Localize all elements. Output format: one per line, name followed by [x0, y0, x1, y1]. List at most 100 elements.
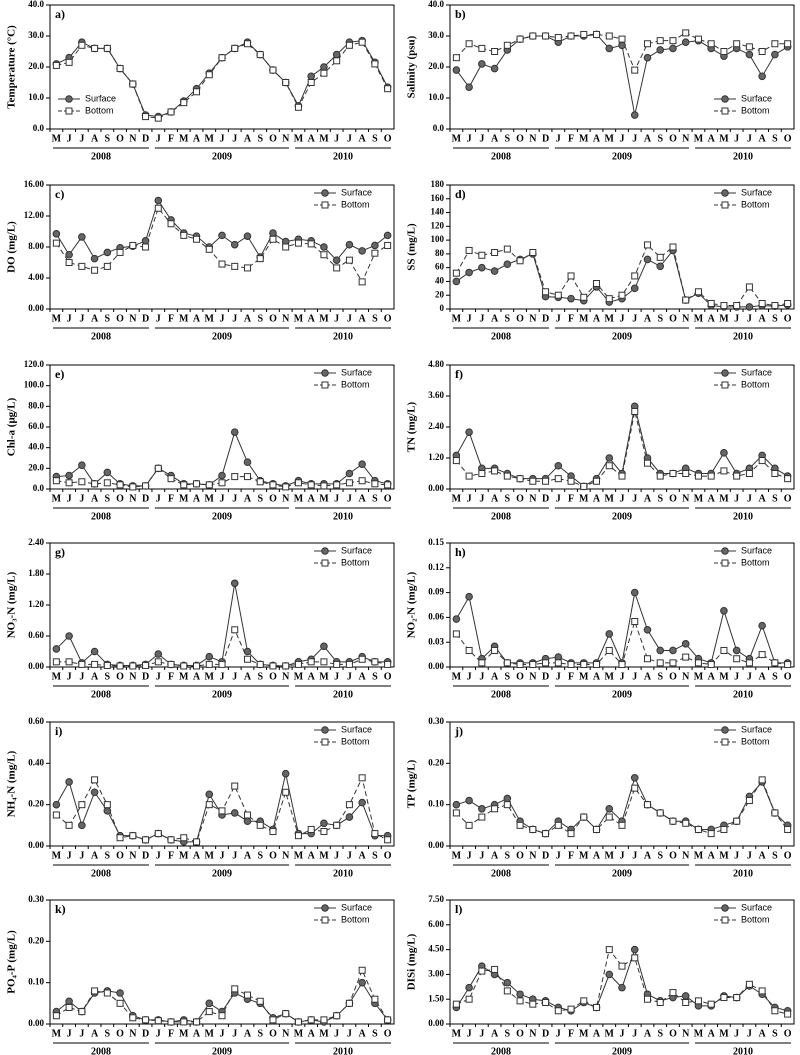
x-tick-label: J — [632, 133, 637, 144]
marker — [180, 662, 188, 670]
marker — [65, 250, 73, 259]
x-tick-label: F — [168, 133, 174, 144]
marker — [180, 481, 188, 489]
marker — [282, 662, 290, 670]
x-tick-label: A — [244, 313, 252, 324]
x-tick-label: O — [784, 850, 792, 861]
marker — [491, 965, 499, 973]
year-label: 2008 — [91, 331, 111, 342]
x-tick-label: N — [129, 850, 137, 861]
x-tick-label: J — [334, 671, 339, 682]
marker — [452, 630, 460, 638]
marker — [384, 660, 392, 668]
x-tick-label: M — [205, 850, 215, 861]
legend-marker — [721, 381, 729, 389]
y-axis-label: PO₄-P (mg/L) — [6, 930, 18, 994]
x-tick-label: J — [334, 493, 339, 504]
x-tick-label: J — [156, 671, 161, 682]
marker — [516, 475, 524, 483]
marker — [231, 985, 239, 993]
x-tick-label: M — [694, 850, 704, 861]
marker — [78, 1008, 86, 1016]
marker — [91, 660, 99, 668]
legend-label: Surface — [741, 724, 772, 734]
marker — [320, 482, 328, 490]
marker — [371, 249, 379, 257]
marker — [52, 239, 60, 247]
marker — [478, 813, 486, 821]
x-tick-label: M — [319, 1028, 329, 1039]
x-tick-label: M — [605, 493, 615, 504]
marker — [193, 662, 201, 670]
y-axis-label: TN (mg/L) — [406, 401, 418, 452]
x-tick-label: S — [657, 850, 663, 861]
y-axis-label: DO (mg/L) — [6, 221, 18, 273]
x-tick-label: A — [359, 133, 367, 144]
marker — [307, 79, 315, 86]
marker — [567, 830, 575, 838]
marker — [180, 834, 188, 842]
y-tick-label: 12.00 — [24, 210, 45, 220]
marker — [707, 830, 715, 838]
marker — [631, 954, 639, 962]
marker — [142, 243, 150, 251]
y-tick-label: 0.10 — [428, 799, 444, 809]
x-tick-label: J — [347, 493, 352, 504]
marker — [205, 660, 213, 668]
marker — [320, 828, 328, 836]
marker — [605, 32, 613, 40]
marker — [358, 774, 366, 782]
marker — [294, 103, 302, 111]
marker — [371, 658, 379, 666]
x-tick-label: O — [784, 671, 792, 682]
marker — [218, 1012, 226, 1020]
marker — [103, 468, 112, 477]
marker — [282, 1010, 290, 1018]
x-tick-label: A — [759, 493, 767, 504]
marker — [167, 1018, 175, 1026]
x-tick-label: J — [67, 1028, 72, 1039]
y-axis-label: SS (mg/L) — [406, 223, 418, 271]
x-tick-label: J — [79, 313, 84, 324]
x-tick-label: M — [605, 850, 615, 861]
marker — [90, 647, 99, 656]
x-tick-label: M — [319, 671, 329, 682]
x-tick-label: A — [91, 671, 99, 682]
x-tick-label: J — [479, 850, 484, 861]
marker — [605, 462, 613, 470]
y-tick-label: 6.00 — [428, 919, 444, 929]
series-line — [56, 628, 388, 667]
x-tick-label: A — [308, 493, 316, 504]
x-tick-label: N — [129, 1028, 137, 1039]
x-tick-label: O — [269, 133, 277, 144]
x-tick-label: A — [193, 671, 201, 682]
y-tick-label: 0.00 — [28, 303, 44, 313]
x-tick-label: J — [232, 671, 237, 682]
marker — [656, 262, 665, 271]
marker — [618, 962, 626, 970]
x-tick-label: M — [579, 493, 589, 504]
x-tick-label: J — [232, 313, 237, 324]
x-tick-label: J — [156, 133, 161, 144]
series-line — [56, 583, 388, 667]
legend-label: Bottom — [741, 557, 770, 567]
marker — [52, 1012, 60, 1020]
y-tick-label: 0.0 — [33, 483, 45, 493]
marker — [78, 660, 86, 668]
year-label: 2008 — [91, 511, 111, 522]
marker — [142, 113, 150, 121]
marker — [669, 37, 677, 45]
marker — [682, 999, 690, 1007]
marker — [669, 646, 677, 655]
panel-label: l) — [455, 902, 462, 916]
marker — [631, 618, 639, 626]
marker — [631, 272, 639, 280]
marker — [669, 989, 677, 997]
marker — [745, 50, 754, 59]
y-axis-label: NO₃-N (mg/L) — [6, 571, 18, 638]
marker — [243, 655, 251, 663]
x-tick-label: O — [384, 493, 392, 504]
y-tick-label: 4.50 — [428, 944, 444, 954]
x-tick-label: M — [52, 850, 62, 861]
